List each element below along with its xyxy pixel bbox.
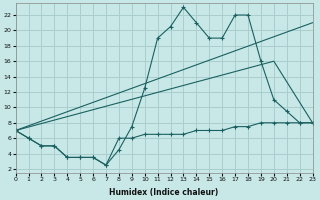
X-axis label: Humidex (Indice chaleur): Humidex (Indice chaleur): [109, 188, 219, 197]
